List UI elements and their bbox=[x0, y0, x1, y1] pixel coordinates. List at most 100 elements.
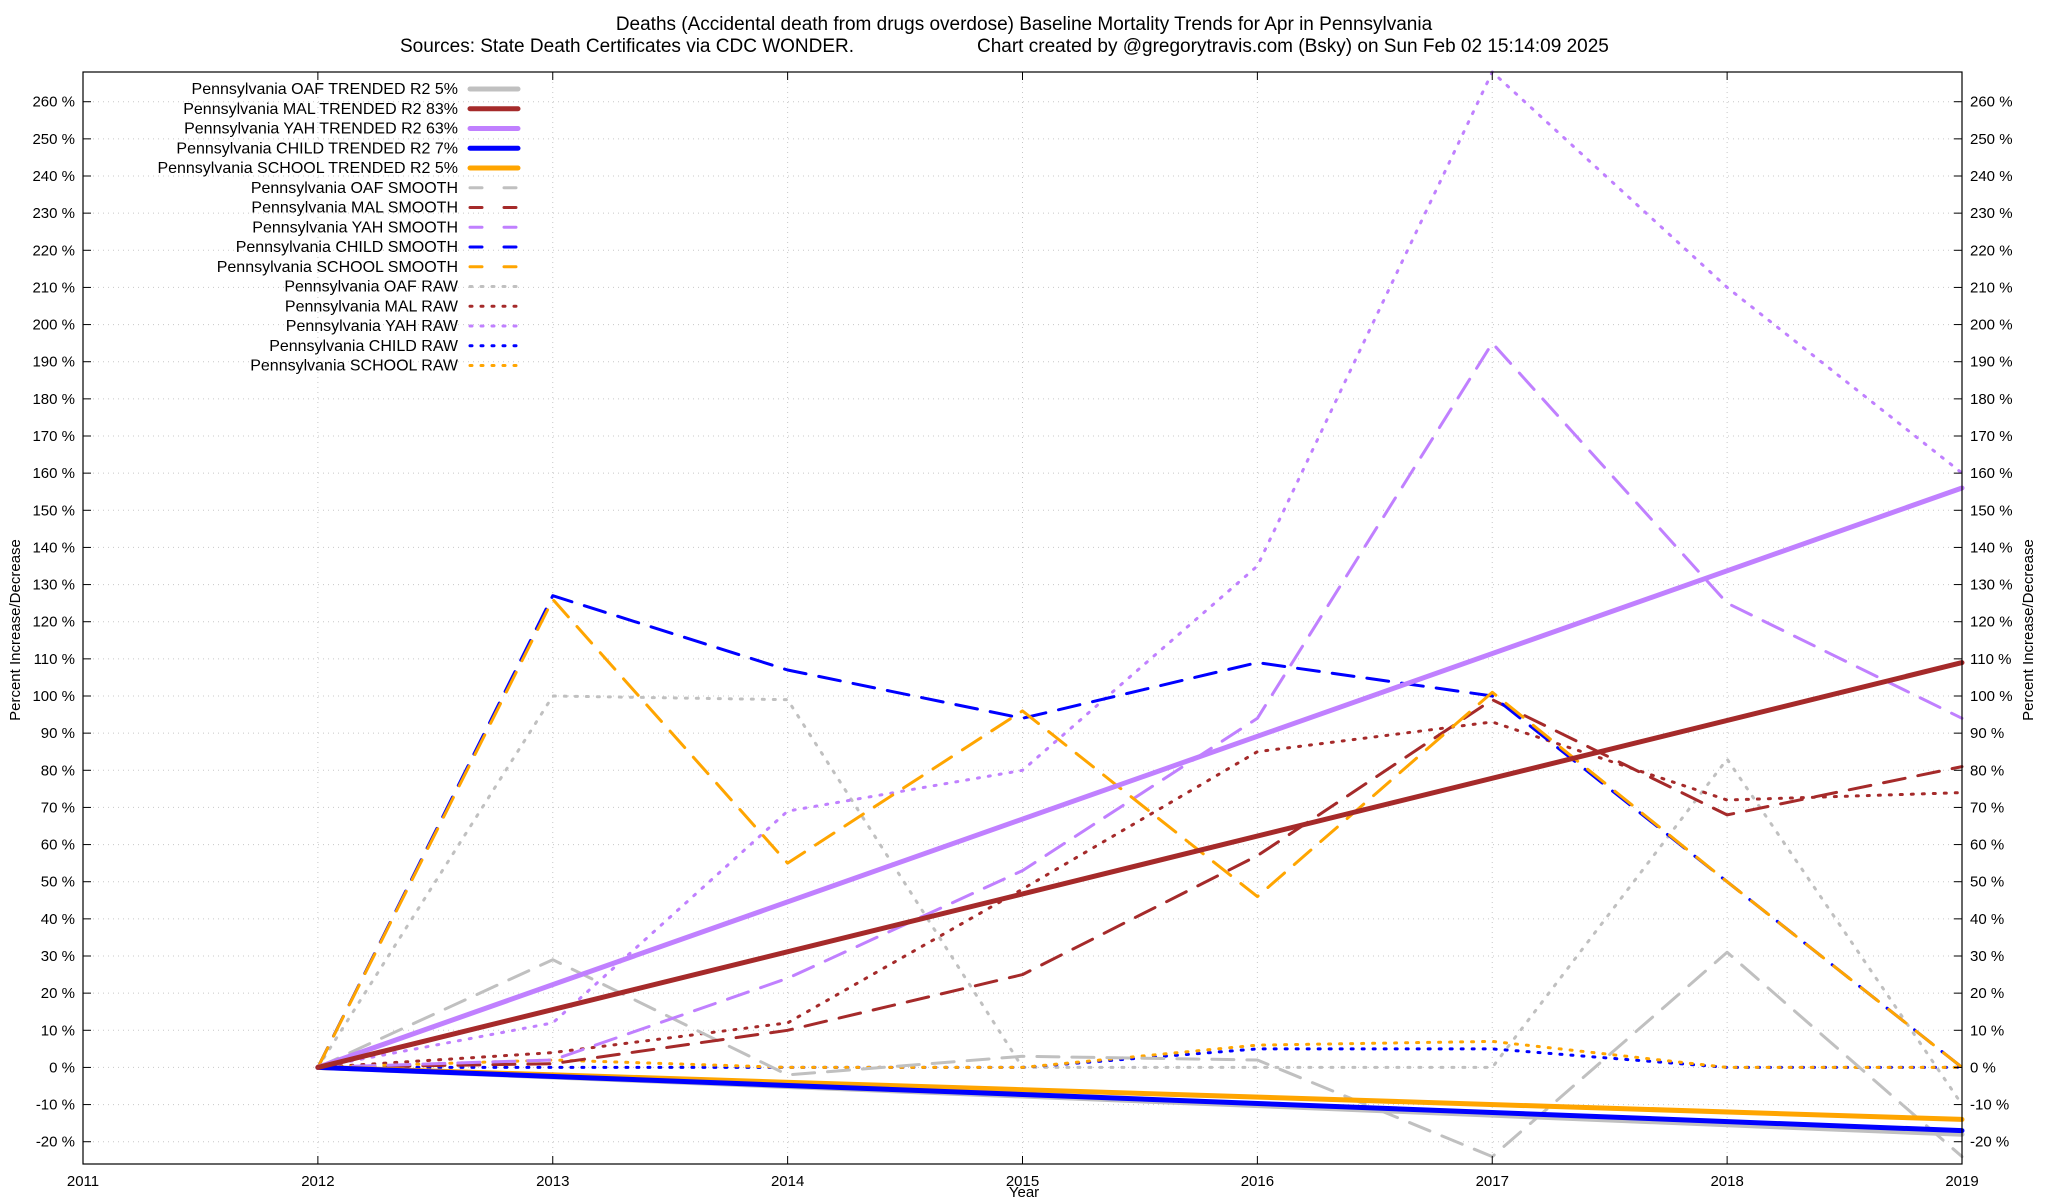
x-tick-label: 2017 bbox=[1476, 1173, 1509, 1190]
y-tick-label-right: 90 % bbox=[1970, 725, 2004, 742]
series-line-9 bbox=[316, 594, 1964, 1069]
y-tick-label-right: 240 % bbox=[1970, 168, 2013, 185]
legend-label: Pennsylvania CHILD SMOOTH bbox=[236, 239, 458, 256]
series-line-3 bbox=[315, 485, 1965, 1070]
y-tick-label-right: 40 % bbox=[1970, 911, 2004, 928]
y-tick-label-left: 40 % bbox=[41, 911, 75, 928]
y-tick-label-left: 200 % bbox=[32, 317, 75, 334]
legend-label: Pennsylvania MAL SMOOTH bbox=[251, 200, 458, 217]
y-tick-label-right: 110 % bbox=[1970, 651, 2011, 668]
y-tick-label-right: 150 % bbox=[1970, 502, 2013, 519]
series-line-2 bbox=[315, 660, 1965, 1070]
y-tick-label-left: 190 % bbox=[32, 354, 75, 371]
y-tick-label-left: 100 % bbox=[32, 688, 75, 705]
y-tick-label-right: 250 % bbox=[1970, 131, 2013, 148]
y-tick-label-left: 150 % bbox=[32, 502, 75, 519]
y-tick-label-right: 170 % bbox=[1970, 428, 2013, 445]
y-tick-label-left: 220 % bbox=[32, 242, 75, 259]
y-tick-label-right: 80 % bbox=[1970, 762, 2004, 779]
x-tick-label: 2013 bbox=[536, 1173, 569, 1190]
x-tick-label: 2018 bbox=[1710, 1173, 1743, 1190]
series-line-14 bbox=[316, 1047, 1964, 1069]
x-axis-label: Year bbox=[1009, 1184, 1039, 1200]
legend-label: Pennsylvania YAH RAW bbox=[286, 318, 459, 335]
series-line-13 bbox=[316, 70, 1964, 1069]
series-layer bbox=[315, 70, 1965, 1159]
x-tick-label: 2019 bbox=[1945, 1173, 1978, 1190]
y-tick-label-right: 60 % bbox=[1970, 837, 2004, 854]
y-tick-label-right: 50 % bbox=[1970, 874, 2004, 891]
y-tick-label-right: -20 % bbox=[1970, 1134, 2009, 1151]
legend-label: Pennsylvania OAF SMOOTH bbox=[251, 180, 458, 197]
series-line-10 bbox=[316, 597, 1964, 1069]
y-tick-label-right: 180 % bbox=[1970, 391, 2013, 408]
y-tick-label-right: 10 % bbox=[1970, 1022, 2004, 1039]
legend-label: Pennsylvania YAH SMOOTH bbox=[252, 219, 458, 236]
legend-label: Pennsylvania OAF TRENDED R2 5% bbox=[192, 81, 458, 98]
chart-credit: Chart created by @gregorytravis.com (Bsk… bbox=[977, 36, 1609, 57]
y-tick-label-right: 220 % bbox=[1970, 242, 2013, 259]
y-tick-label-right: 160 % bbox=[1970, 465, 2013, 482]
y-axis-label-right: Percent Increase/Decrease bbox=[2020, 539, 2037, 721]
series-line-8 bbox=[316, 341, 1964, 1069]
y-tick-label-left: 90 % bbox=[41, 725, 75, 742]
y-tick-label-left: 80 % bbox=[41, 762, 75, 779]
legend-label: Pennsylvania MAL RAW bbox=[285, 298, 459, 315]
y-tick-label-right: 20 % bbox=[1970, 985, 2004, 1002]
y-tick-label-left: -20 % bbox=[36, 1134, 75, 1151]
y-tick-label-left: 130 % bbox=[32, 577, 75, 594]
grid-lines bbox=[82, 72, 1963, 1164]
y-tick-label-right: 230 % bbox=[1970, 205, 2013, 222]
series-line-12 bbox=[316, 720, 1964, 1069]
legend-label: Pennsylvania SCHOOL SMOOTH bbox=[217, 259, 458, 276]
legend-label: Pennsylvania MAL TRENDED R2 83% bbox=[183, 101, 458, 118]
y-tick-label-left: 110 % bbox=[34, 651, 75, 668]
y-tick-label-left: 20 % bbox=[41, 985, 75, 1002]
y-tick-label-right: 30 % bbox=[1970, 948, 2004, 965]
y-tick-label-left: 250 % bbox=[32, 131, 75, 148]
y-axis-label-left: Percent Increase/Decrease bbox=[7, 539, 24, 721]
y-tick-label-left: 230 % bbox=[32, 205, 75, 222]
legend-label: Pennsylvania SCHOOL RAW bbox=[250, 358, 459, 375]
y-tick-label-right: 130 % bbox=[1970, 577, 2013, 594]
x-tick-label: 2016 bbox=[1241, 1173, 1274, 1190]
y-tick-label-right: -10 % bbox=[1970, 1097, 2009, 1114]
y-tick-label-right: 260 % bbox=[1970, 94, 2013, 111]
y-tick-label-right: 120 % bbox=[1970, 614, 2013, 631]
x-tick-label: 2012 bbox=[301, 1173, 334, 1190]
y-tick-label-left: 50 % bbox=[41, 874, 75, 891]
y-tick-label-right: 210 % bbox=[1970, 279, 2013, 296]
series-line-15 bbox=[316, 1039, 1964, 1069]
legend-label: Pennsylvania YAH TRENDED R2 63% bbox=[184, 121, 458, 138]
y-tick-label-right: 140 % bbox=[1970, 539, 2013, 556]
series-line-4 bbox=[315, 1064, 1965, 1134]
series-line-7 bbox=[316, 698, 1964, 1069]
y-tick-label-left: 240 % bbox=[32, 168, 75, 185]
series-line-6 bbox=[316, 950, 1964, 1159]
y-tick-label-left: 60 % bbox=[41, 837, 75, 854]
y-tick-label-left: 70 % bbox=[41, 799, 75, 816]
legend-label: Pennsylvania SCHOOL TRENDED R2 5% bbox=[157, 160, 458, 177]
x-tick-label: 2014 bbox=[771, 1173, 804, 1190]
chart-source: Sources: State Death Certificates via CD… bbox=[400, 36, 854, 57]
y-tick-label-left: 0 % bbox=[49, 1059, 75, 1076]
y-tick-label-left: 260 % bbox=[32, 94, 75, 111]
y-tick-label-left: 160 % bbox=[32, 465, 75, 482]
y-tick-label-right: 100 % bbox=[1970, 688, 2013, 705]
legend-label: Pennsylvania OAF RAW bbox=[284, 279, 459, 296]
axes: -20 % -20 % -10 % -10 % 0 % 0 % 10 % 10 % 20 % 20… bbox=[32, 72, 2013, 1190]
legend-label: Pennsylvania CHILD TRENDED R2 7% bbox=[176, 140, 458, 157]
chart-title: Deaths (Accidental death from drugs over… bbox=[616, 14, 1433, 35]
y-tick-label-left: 10 % bbox=[41, 1022, 75, 1039]
legend: Pennsylvania OAF TRENDED R2 5% Pennsylvan… bbox=[157, 81, 521, 375]
y-tick-label-left: -10 % bbox=[36, 1097, 75, 1114]
y-tick-label-right: 0 % bbox=[1970, 1059, 1996, 1076]
series-line-11 bbox=[316, 694, 1964, 1107]
y-tick-label-left: 180 % bbox=[32, 391, 75, 408]
y-tick-label-left: 210 % bbox=[32, 279, 75, 296]
y-tick-label-left: 170 % bbox=[32, 428, 75, 445]
y-tick-label-left: 140 % bbox=[32, 539, 75, 556]
x-tick-label: 2011 bbox=[67, 1173, 99, 1190]
